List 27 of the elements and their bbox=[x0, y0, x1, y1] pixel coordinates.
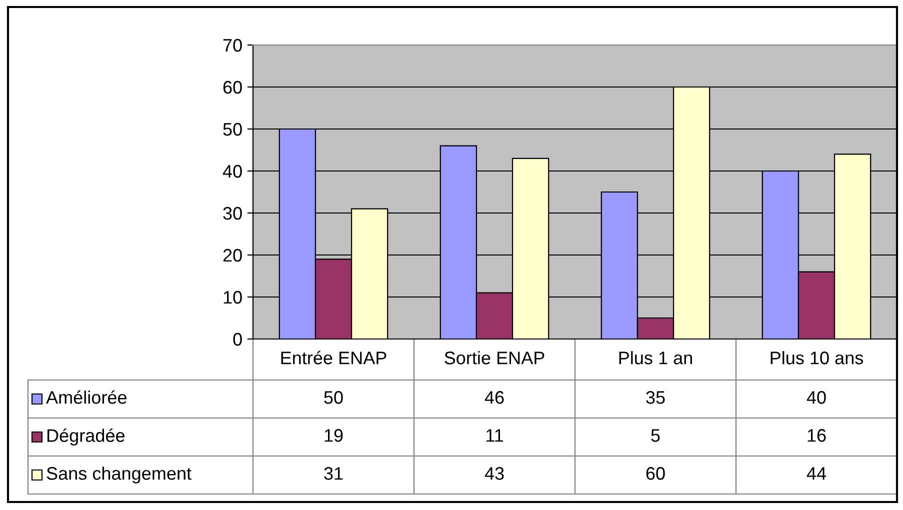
data-label: 43 bbox=[484, 467, 504, 480]
data-label: 19 bbox=[324, 429, 343, 442]
data-label: 50 bbox=[324, 391, 343, 404]
y-tick-label: 60 bbox=[223, 80, 242, 94]
data-label: 11 bbox=[486, 429, 503, 442]
y-tick-label: 10 bbox=[224, 290, 242, 304]
y-tick-label: 40 bbox=[222, 164, 242, 178]
data-label: 35 bbox=[646, 391, 665, 404]
data-label: 46 bbox=[484, 391, 504, 404]
x-tick-label: Plus 1 an bbox=[619, 351, 692, 364]
data-label: 44 bbox=[806, 467, 826, 480]
x-tick-label: Sortie ENAP bbox=[444, 351, 544, 364]
legend-label: Dégradée bbox=[47, 428, 124, 446]
data-label: 40 bbox=[806, 391, 826, 404]
legend-label: Sans changement bbox=[46, 466, 192, 484]
x-tick-label: Entrée ENAP bbox=[281, 350, 386, 364]
legend-label: Améliorée bbox=[46, 390, 126, 404]
y-tick-label: 50 bbox=[223, 122, 242, 136]
y-tick-label: 0 bbox=[233, 332, 242, 346]
y-tick-label: 70 bbox=[223, 38, 242, 52]
y-tick-label: 30 bbox=[223, 206, 242, 220]
x-tick-label: Plus 10 ans bbox=[770, 351, 864, 364]
data-label: 31 bbox=[324, 467, 343, 480]
y-tick-label: 20 bbox=[223, 248, 242, 262]
data-label: 5 bbox=[651, 429, 660, 442]
data-label: 16 bbox=[808, 429, 826, 442]
data-label: 60 bbox=[646, 467, 665, 480]
